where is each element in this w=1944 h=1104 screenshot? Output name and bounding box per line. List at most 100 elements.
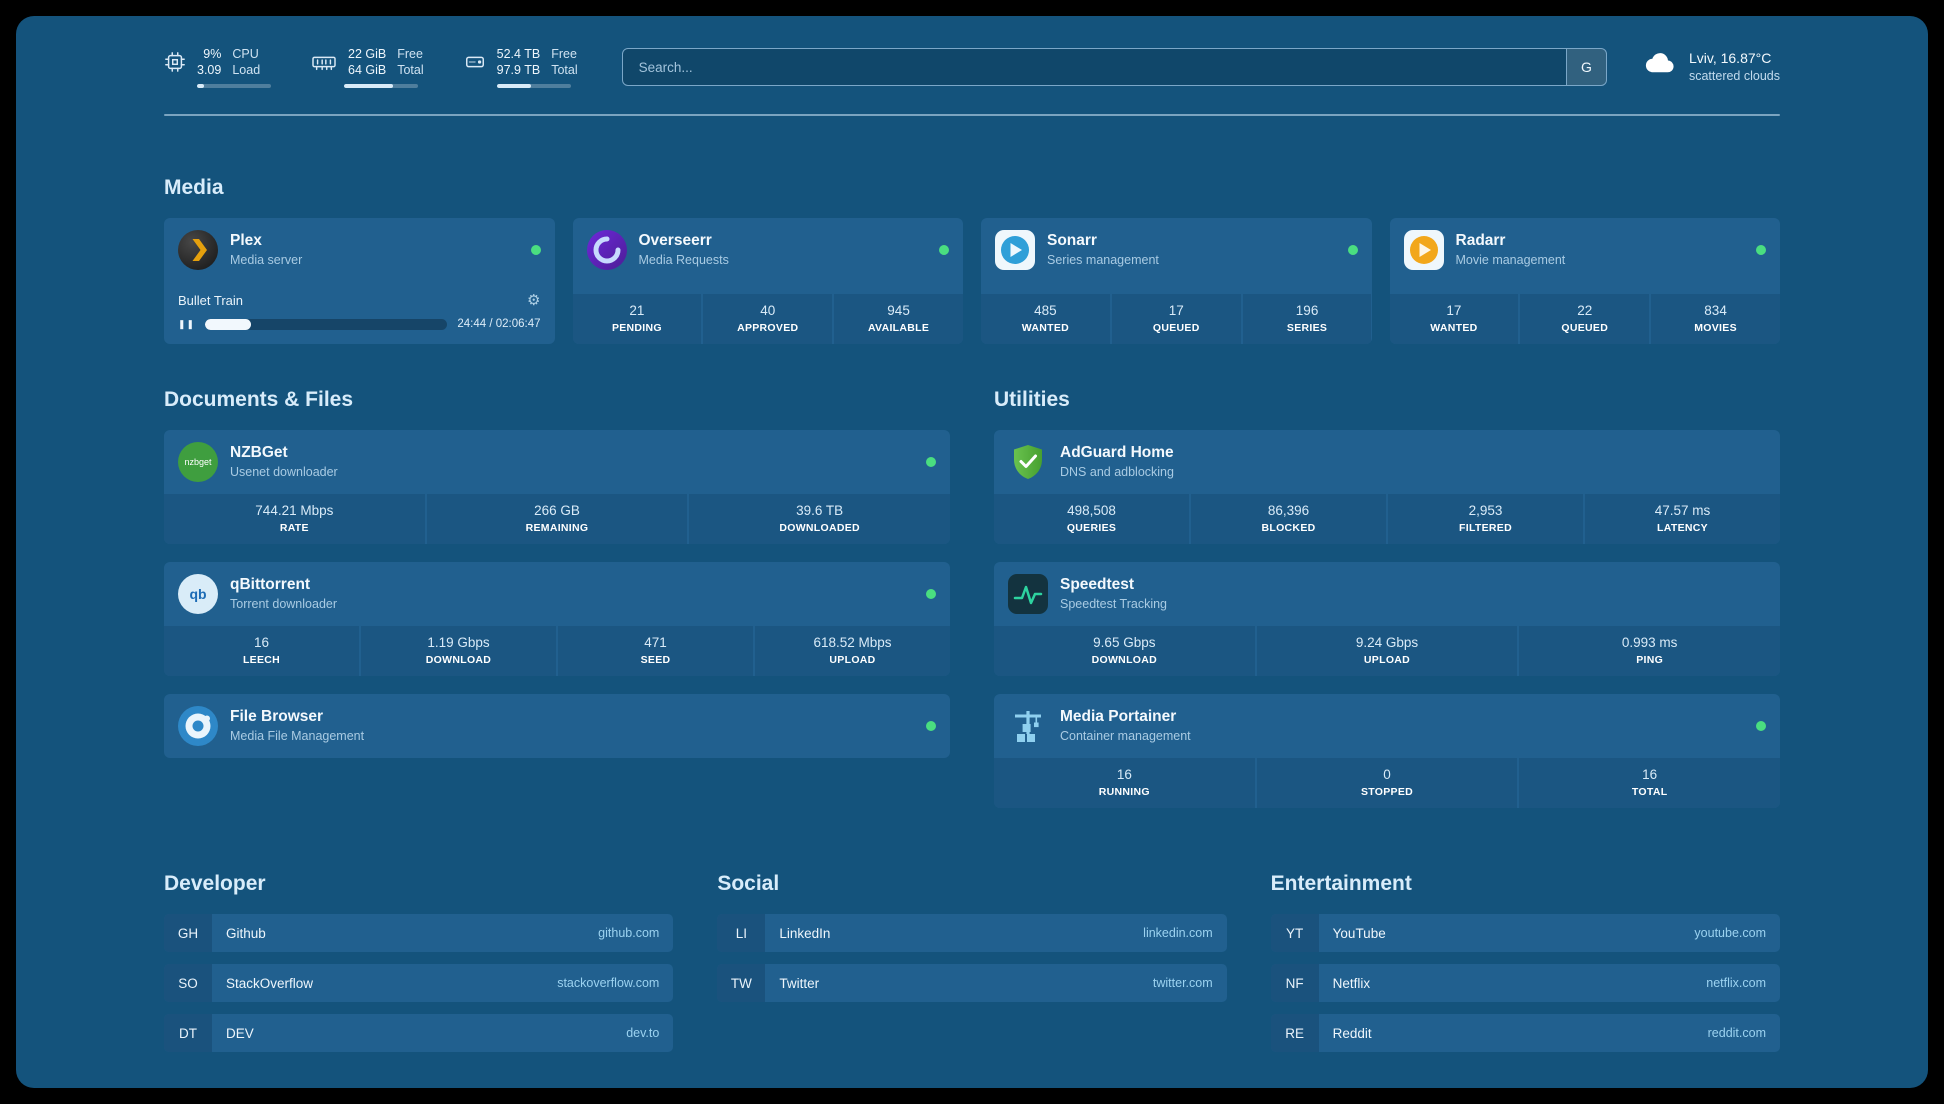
search-input[interactable] <box>622 49 1566 85</box>
topbar-divider <box>164 114 1780 116</box>
topbar: 9% 3.09 CPU Load <box>164 42 1780 92</box>
bookmark-abbr: TW <box>717 964 766 1002</box>
bookmark-domain: twitter.com <box>1152 976 1213 990</box>
playback-progress-bar[interactable] <box>205 318 448 330</box>
disk-total-label: Total <box>551 63 578 77</box>
bookmark-abbr: SO <box>164 964 212 1002</box>
plex-icon <box>178 230 218 270</box>
stat-tile: 196 SERIES <box>1242 294 1372 344</box>
stat-tile: 17 WANTED <box>1389 294 1519 344</box>
stat-tile: 22 QUEUED <box>1520 294 1650 344</box>
stat-tile: 1.19 Gbps DOWNLOAD <box>361 626 556 676</box>
bookmark-domain: netflix.com <box>1706 976 1766 990</box>
playback-time: 24:44 / 02:06:47 <box>457 318 541 330</box>
bookmark-stackoverflow[interactable]: SO StackOverflow stackoverflow.com <box>164 964 674 1002</box>
service-subtitle: Media server <box>230 252 303 267</box>
status-dot <box>926 589 936 599</box>
svg-text:qb: qb <box>189 586 206 602</box>
disk-total-value: 97.9 TB <box>496 63 541 77</box>
bookmark-abbr: LI <box>717 914 766 952</box>
stat-tile: 834 MOVIES <box>1651 294 1780 344</box>
stat-tile: 0.993 ms PING <box>1519 626 1780 676</box>
qbittorrent-icon: qb <box>178 574 218 614</box>
bookmark-abbr: YT <box>1270 914 1319 952</box>
bookmark-name: Reddit <box>1332 1025 1372 1041</box>
service-name: Media Portainer <box>1060 708 1177 726</box>
bookmark-github[interactable]: GH Github github.com <box>164 914 674 952</box>
section-title-media: Media <box>164 176 224 199</box>
bookmark-netflix[interactable]: NF Netflix netflix.com <box>1270 964 1780 1002</box>
section-title-utilities: Utilities <box>994 388 1070 411</box>
service-card-adguard[interactable]: AdGuard Home DNS and adblocking 498,508 Q… <box>994 430 1780 544</box>
service-card-plex[interactable]: Plex Media server Bullet Train ⚙ ❚❚ <box>164 218 555 344</box>
service-card-radarr[interactable]: Radarr Movie management 17 WANTED 22 QUEUE… <box>1389 218 1780 344</box>
cpu-usage-value: 9% <box>203 46 222 61</box>
stat-tile: 471 SEED <box>558 626 753 676</box>
service-card-filebrowser[interactable]: File Browser Media File Management <box>164 694 950 758</box>
ram-free-label: Free <box>397 46 423 61</box>
service-name: Plex <box>230 232 262 250</box>
cloud-icon <box>1641 51 1677 82</box>
weather-widget: Lviv, 16.87°C scattered clouds <box>1641 49 1780 85</box>
service-subtitle: Usenet downloader <box>230 464 338 479</box>
bookmark-group-social: Social LI LinkedIn linkedin.com TW Twitt… <box>717 872 1227 1064</box>
service-subtitle: Series management <box>1047 252 1159 267</box>
bookmark-abbr: RE <box>1270 1014 1319 1052</box>
bookmark-linkedin[interactable]: LI LinkedIn linkedin.com <box>717 914 1227 952</box>
bookmark-domain: reddit.com <box>1707 1026 1766 1040</box>
radarr-icon <box>1403 230 1444 270</box>
service-card-speedtest[interactable]: Speedtest Speedtest Tracking 9.65 Gbps DO… <box>994 562 1780 676</box>
stat-tile: 47.57 ms LATENCY <box>1585 494 1780 544</box>
ram-total-label: Total <box>397 63 424 77</box>
bookmark-group-developer: Developer GH Github github.com SO StackO… <box>164 872 674 1064</box>
service-subtitle: Media File Management <box>230 728 365 743</box>
service-card-sonarr[interactable]: Sonarr Series management 485 WANTED 17 QUE… <box>981 218 1372 344</box>
pause-icon[interactable]: ❚❚ <box>178 318 196 329</box>
section-documents: Documents & Files nzbget NZBGet U <box>164 388 950 808</box>
bookmark-group-entertainment: Entertainment YT YouTube youtube.com NF … <box>1270 872 1780 1064</box>
service-name: NZBGet <box>230 444 288 462</box>
stat-tile: 618.52 Mbps UPLOAD <box>755 626 950 676</box>
cpu-icon <box>164 51 186 73</box>
stat-tile: 21 PENDING <box>572 294 702 344</box>
service-name: AdGuard Home <box>1060 444 1174 462</box>
disk-widget: 52.4 TB 97.9 TB Free Total <box>464 46 578 89</box>
service-subtitle: Movie management <box>1455 252 1566 267</box>
service-name: File Browser <box>230 708 324 726</box>
ram-free-value: 22 GiB <box>348 46 387 61</box>
bookmark-twitter[interactable]: TW Twitter twitter.com <box>717 964 1227 1002</box>
bookmark-youtube[interactable]: YT YouTube youtube.com <box>1270 914 1780 952</box>
section-title-developer: Developer <box>164 872 266 895</box>
stat-tile: 485 WANTED <box>981 294 1110 344</box>
status-dot <box>530 245 541 255</box>
sonarr-icon <box>995 230 1035 270</box>
section-title-documents: Documents & Files <box>164 388 354 411</box>
stat-tile: 744.21 Mbps RATE <box>164 494 425 544</box>
bookmark-name: YouTube <box>1332 925 1386 941</box>
section-title-entertainment: Entertainment <box>1270 872 1412 895</box>
bookmark-name: StackOverflow <box>226 975 314 991</box>
service-card-portainer[interactable]: Media Portainer Container management 16 R… <box>994 694 1780 808</box>
bookmark-reddit[interactable]: RE Reddit reddit.com <box>1270 1014 1780 1052</box>
search-provider-button[interactable]: G <box>1565 49 1606 85</box>
service-card-qbittorrent[interactable]: qb qBittorrent Torrent downloader 16 LEEC… <box>164 562 950 676</box>
bookmark-name: Netflix <box>1332 975 1371 991</box>
stat-tile: 16 LEECH <box>164 626 359 676</box>
service-subtitle: Speedtest Tracking <box>1060 596 1168 611</box>
service-card-nzbget[interactable]: nzbget NZBGet Usenet downloader 744.21 M… <box>164 430 950 544</box>
stat-tile: 17 QUEUED <box>1111 294 1241 344</box>
stat-tile: 2,953 FILTERED <box>1388 494 1583 544</box>
cpu-progress-bar <box>197 84 271 89</box>
settings-icon[interactable]: ⚙ <box>527 292 541 309</box>
service-card-overseerr[interactable]: Overseerr Media Requests 21 PENDING 40 APP… <box>572 218 963 344</box>
cpu-usage-label: CPU <box>232 46 259 61</box>
weather-location: Lviv, 16.87°C <box>1688 50 1772 67</box>
cpu-load-value: 3.09 <box>197 63 222 77</box>
service-name: Speedtest <box>1060 576 1135 594</box>
cpu-load-label: Load <box>232 63 261 77</box>
stat-tile: 86,396 BLOCKED <box>1191 494 1386 544</box>
overseerr-icon <box>586 230 627 270</box>
bookmark-abbr: GH <box>164 914 212 952</box>
bookmark-dev[interactable]: DT DEV dev.to <box>164 1014 674 1052</box>
stat-tile: 39.6 TB DOWNLOADED <box>689 494 950 544</box>
